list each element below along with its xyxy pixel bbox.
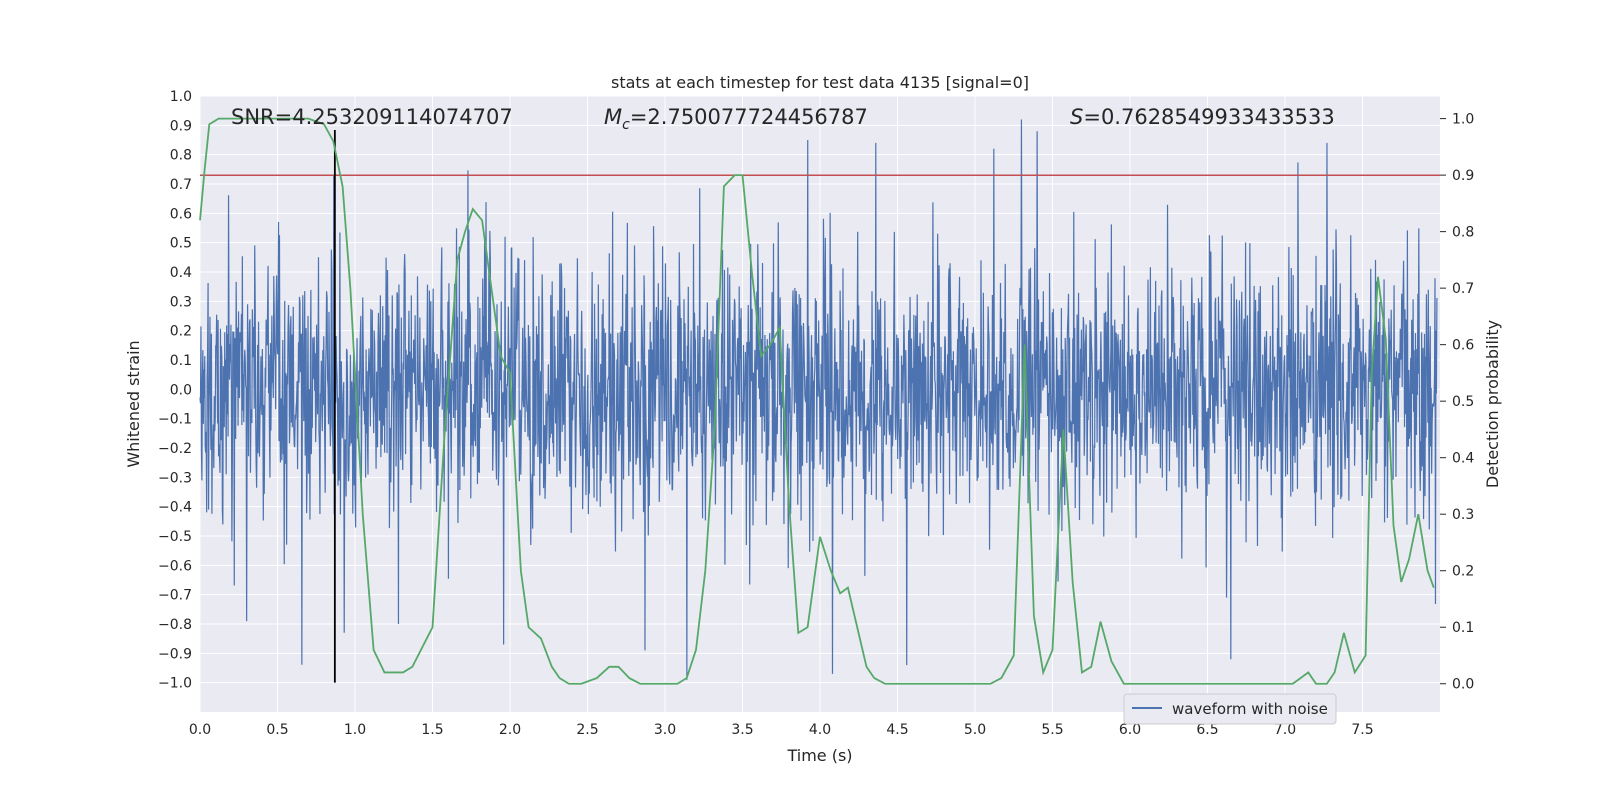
- legend: waveform with noise: [1123, 693, 1337, 725]
- waveform-series: [199, 119, 1438, 680]
- x-tick-label: 5.5: [1041, 722, 1063, 738]
- y-tick-label: −0.7: [158, 588, 192, 604]
- x-tick-label: 2.0: [499, 722, 521, 738]
- y2-tick-label: 0.3: [1452, 507, 1474, 523]
- y2-tick-label: 0.2: [1452, 564, 1474, 580]
- x-tick-label: 0.0: [189, 722, 211, 738]
- y-tick-label: −0.6: [158, 558, 192, 574]
- y-tick-label: −0.9: [158, 646, 192, 662]
- y-tick-label: 0.8: [170, 148, 192, 164]
- x-tick-label: 1.0: [344, 722, 366, 738]
- y2-tick-label: 0.1: [1452, 620, 1474, 636]
- x-tick-label: 7.5: [1351, 722, 1373, 738]
- legend-label: waveform with noise: [1172, 700, 1328, 718]
- y-tick-label: 0.1: [170, 353, 192, 369]
- snr-annotation: SNR=4.253209114074707: [231, 105, 513, 129]
- y2-tick-label: 0.0: [1452, 677, 1474, 693]
- x-axis-label: Time (s): [786, 746, 852, 765]
- chirp-mass-symbol: M: [604, 105, 622, 129]
- y-tick-label: −1.0: [158, 676, 192, 692]
- x-tick-label: 1.5: [421, 722, 443, 738]
- probability-series: [199, 117, 1435, 685]
- y-tick-label: 0.3: [170, 294, 192, 310]
- x-tick-label: 7.0: [1274, 722, 1296, 738]
- x-tick-label: 3.5: [731, 722, 753, 738]
- waveform-line: [199, 119, 1438, 680]
- y-tick-label: −0.3: [158, 470, 192, 486]
- x-tick-label: 2.5: [576, 722, 598, 738]
- chirp-mass-annotation: Mc=2.750077724456787: [604, 105, 868, 133]
- x-tick-label: 3.0: [654, 722, 676, 738]
- y-tick-label: 1.0: [170, 89, 192, 105]
- y-axis-label: Whitened strain: [124, 340, 143, 467]
- chirp-mass-value: =2.750077724456787: [630, 105, 868, 129]
- s-value: =0.7628549933433533: [1083, 105, 1334, 129]
- y2-tick-label: 0.8: [1452, 225, 1474, 241]
- probability-line: [199, 117, 1435, 685]
- y-tick-label: 0.7: [170, 177, 192, 193]
- x-tick-label: 6.5: [1196, 722, 1218, 738]
- x-tick-label: 5.0: [964, 722, 986, 738]
- x-tick-label: 6.0: [1119, 722, 1141, 738]
- y-tick-label: 0.4: [170, 265, 192, 281]
- y-tick-label: 0.0: [170, 382, 192, 398]
- y2-tick-label: 0.4: [1452, 451, 1474, 467]
- y2-tick-label: 1.0: [1452, 112, 1474, 128]
- y-tick-label: 0.5: [170, 236, 192, 252]
- x-tick-label: 4.5: [886, 722, 908, 738]
- s-annotation: S=0.7628549933433533: [1070, 105, 1335, 129]
- y-tick-label: 0.9: [170, 118, 192, 134]
- s-symbol: S: [1070, 105, 1083, 129]
- chirp-mass-subscript: c: [622, 117, 630, 133]
- x-tick-label: 4.0: [809, 722, 831, 738]
- x-tick-label: 0.5: [266, 722, 288, 738]
- tick-labels: 0.0 0.5 1.0 1.5 2.0 2.5 3.0 3.5 4.0 4.5 5.0 5.5 6.0 6…: [158, 89, 1474, 738]
- y-tick-label: 0.6: [170, 206, 192, 222]
- y2-axis-label: Detection probability: [1483, 320, 1502, 488]
- y-tick-label: −0.4: [158, 500, 192, 516]
- y-tick-label: −0.5: [158, 529, 192, 545]
- y-tick-label: −0.8: [158, 617, 192, 633]
- y2-tick-label: 0.9: [1452, 168, 1474, 184]
- chart-title: stats at each timestep for test data 413…: [611, 73, 1029, 92]
- y2-tick-label: 0.7: [1452, 281, 1474, 297]
- overlay-lines: [200, 130, 1440, 683]
- legend-box: [1123, 693, 1337, 725]
- y2-tick-label: 0.6: [1452, 338, 1474, 354]
- y-tick-label: −0.1: [158, 412, 192, 428]
- y-tick-label: −0.2: [158, 441, 192, 457]
- y2-tick-label: 0.5: [1452, 394, 1474, 410]
- y-tick-label: 0.2: [170, 324, 192, 340]
